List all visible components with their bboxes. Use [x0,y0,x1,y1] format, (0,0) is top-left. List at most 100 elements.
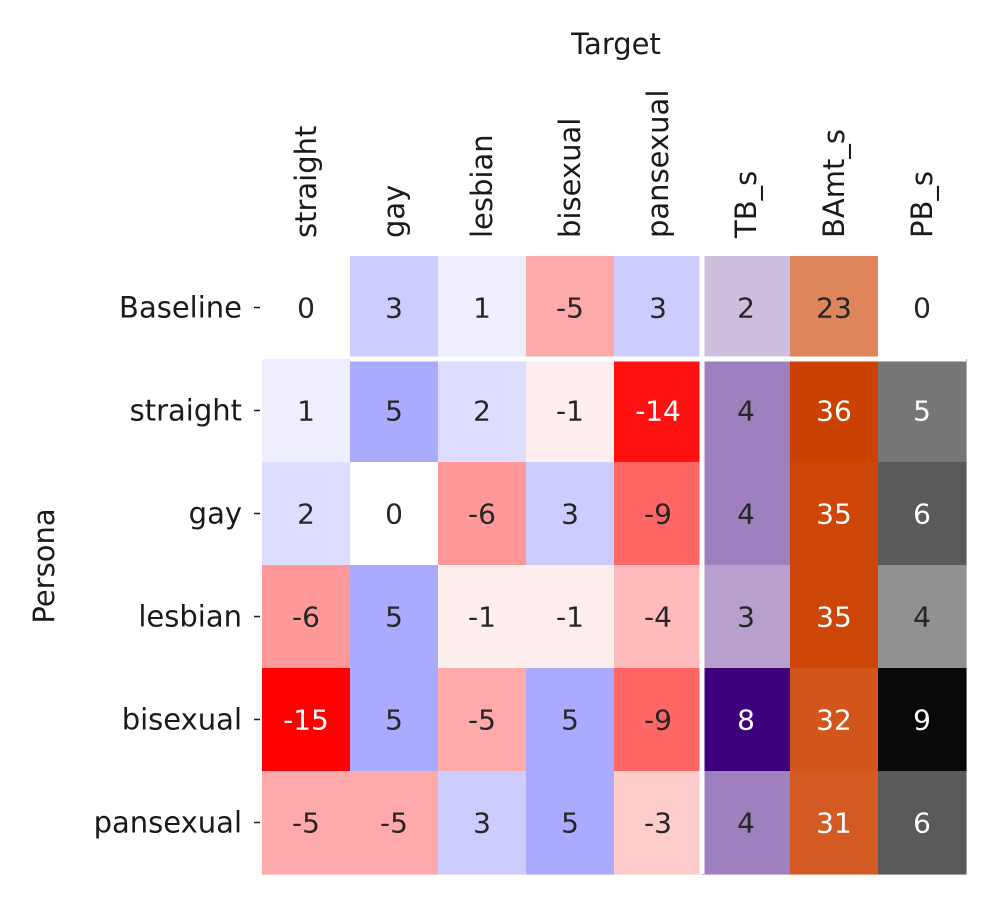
column-tick-label: straight [289,126,323,238]
row-tick-label: pansexual [94,806,242,840]
cell-value-label: 5 [561,704,579,737]
column-tick-label: lesbian [465,134,499,238]
cell-value-label: 6 [913,498,931,531]
row-tick-label: straight [130,394,242,428]
column-tick-label: BAmt_s [817,129,851,238]
heatmap-cell [350,359,439,463]
row-tick-label: bisexual [122,703,242,737]
heatmap-cell [526,359,615,463]
heatmap-cell [350,256,439,360]
cell-value-label: 2 [737,292,755,325]
heatmap-cell [262,359,351,463]
heatmap-cell [438,771,527,875]
heatmap-cell [526,668,615,772]
cell-value-label: 4 [737,395,755,428]
cell-value-label: -5 [292,807,320,840]
heatmap-cell [702,565,791,669]
cell-value-label: -5 [468,704,496,737]
cell-value-label: 0 [385,498,403,531]
heatmap-cell [526,771,615,875]
cell-value-label: -14 [635,395,681,428]
heatmap-cell [526,256,615,360]
cell-value-label: -6 [468,498,496,531]
heatmap-cell [262,771,351,875]
heatmap-cell [262,668,351,772]
heatmap-cell [438,359,527,463]
cell-value-label: 3 [737,601,755,634]
cell-value-label: -1 [468,601,496,634]
heatmap-cell [878,359,967,463]
heatmap-cell [438,565,527,669]
cell-value-label: 6 [913,807,931,840]
heatmap-cell [350,565,439,669]
heatmap-cell [878,771,967,875]
cell-value-label: 5 [385,601,403,634]
cell-value-label: 35 [816,601,852,634]
heatmap-cell [702,256,791,360]
heatmap-cell [790,771,879,875]
column-tick-label: TB_s [729,171,763,239]
cell-value-label: -9 [644,498,672,531]
heatmap-cells [262,256,967,875]
heatmap-cell [702,668,791,772]
cell-value-label: 1 [473,292,491,325]
heatmap-cell [614,771,703,875]
cell-value-label: 4 [737,807,755,840]
heatmap-cell [790,462,879,566]
cell-value-label: -15 [283,704,329,737]
heatmap-cell [702,462,791,566]
cell-value-label: 32 [816,704,852,737]
cell-value-label: 1 [297,395,315,428]
heatmap-cell [262,462,351,566]
heatmap-cell [878,256,967,360]
heatmap-cell [878,668,967,772]
heatmap-cell [702,359,791,463]
cell-value-label: -1 [556,395,584,428]
row-tick-label: lesbian [138,600,242,634]
row-tick-label: Baseline [119,291,242,325]
heatmap-cell [350,462,439,566]
heatmap-cell [878,565,967,669]
cell-value-label: 0 [913,292,931,325]
cell-value-label: 31 [816,807,852,840]
cell-value-label: 3 [561,498,579,531]
heatmap-cell [614,359,703,463]
separator-lines [350,256,966,874]
cell-value-label: 23 [816,292,852,325]
column-tick-labels: straight gay lesbian bisexual pansexual TB_s B… [289,90,939,239]
cell-value-label: -5 [380,807,408,840]
heatmap-cell [614,462,703,566]
cell-value-label: -6 [292,601,320,634]
column-tick-label: PB_s [905,171,939,238]
heatmap-cell [350,771,439,875]
cell-value-label: 8 [737,704,755,737]
cell-value-label: -5 [556,292,584,325]
heatmap-cell [878,462,967,566]
heatmap-cell [438,256,527,360]
cell-value-label: 35 [816,498,852,531]
cell-value-label: 0 [297,292,315,325]
heatmap-cell [262,565,351,669]
column-tick-label: pansexual [641,90,675,238]
heatmap-cell [438,668,527,772]
cell-value-label: -3 [644,807,672,840]
cell-value-label: 3 [473,807,491,840]
cell-value-label: 2 [297,498,315,531]
heatmap-cell [526,565,615,669]
row-tick-label: gay [189,497,242,531]
x-axis-label: Target [570,27,661,61]
cell-value-label: 4 [737,498,755,531]
heatmap-cell [526,462,615,566]
cell-value-label: 3 [385,292,403,325]
cell-value-label: -4 [644,601,672,634]
cell-value-label: 4 [913,601,931,634]
heatmap-cell [262,256,351,360]
heatmap-cell [614,256,703,360]
column-tick-label: gay [377,185,411,238]
y-axis-label: Persona [27,508,61,623]
heatmap-cell [790,256,879,360]
cell-value-label: 5 [561,807,579,840]
cell-value-label: -9 [644,704,672,737]
cell-value-label: 5 [385,704,403,737]
row-tick-labels: Baseline straight gay lesbian bisexual pansex… [94,291,260,840]
